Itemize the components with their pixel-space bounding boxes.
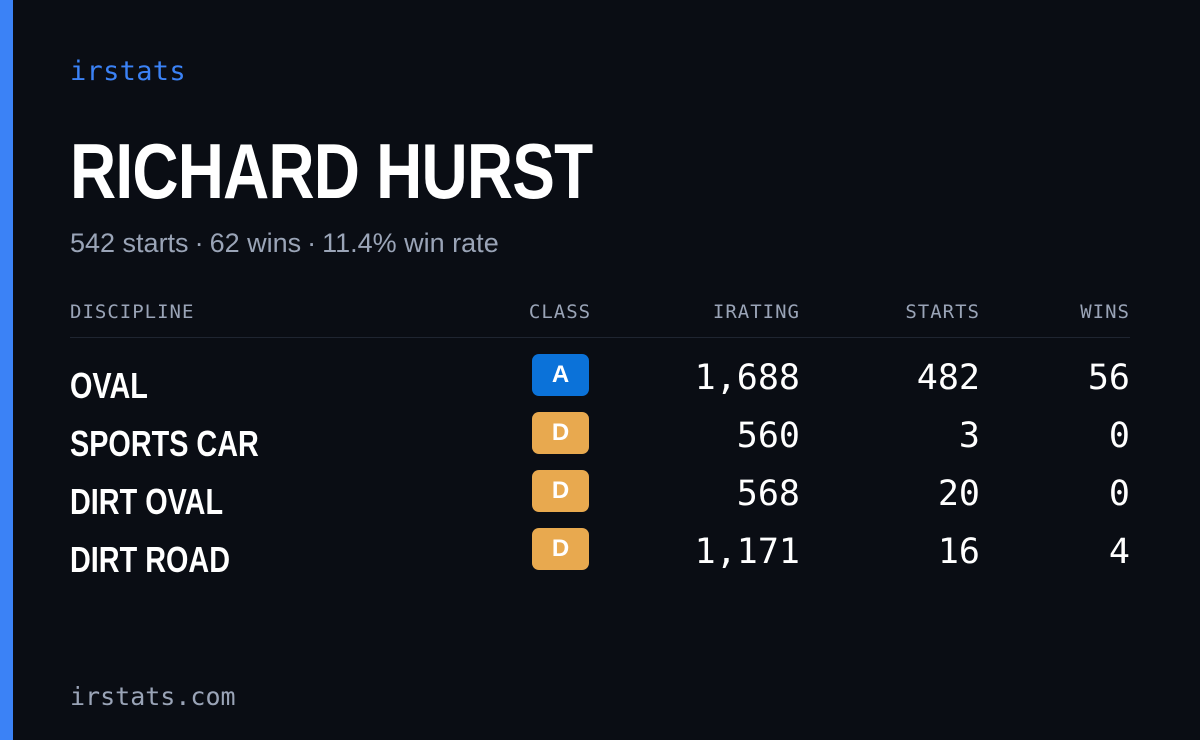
table-body: OVAL A 1,688 482 56 SPORTS CAR D 560 3 0… [70,354,1130,586]
class-badge: D [532,412,589,454]
table-row: OVAL A 1,688 482 56 [70,354,1130,412]
class-badge: A [532,354,589,396]
starts-value: 20 [937,474,980,514]
driver-summary: 542 starts · 62 wins · 11.4% win rate [70,228,499,259]
irating-value: 568 [736,474,800,514]
header-discipline: DISCIPLINE [70,301,195,323]
starts-value: 16 [937,532,980,572]
wins-value: 0 [1108,474,1130,514]
separator-dot: · [194,228,204,258]
discipline-name: DIRT OVAL [70,481,224,522]
irating-value: 560 [736,416,800,456]
header-wins: WINS [1080,301,1130,323]
accent-bar [0,0,13,740]
driver-name: RICHARD HURST [70,127,593,215]
header-irating: IRATING [712,301,800,323]
wins-summary: 62 wins [209,228,302,258]
irating-value: 1,688 [694,358,800,398]
starts-summary: 542 starts [70,228,189,258]
wins-value: 56 [1087,358,1130,398]
discipline-name: SPORTS CAR [70,423,259,464]
header-starts: STARTS [905,301,980,323]
discipline-name: OVAL [70,365,148,406]
table-header: DISCIPLINE CLASS IRATING STARTS WINS [70,298,1130,338]
brand-logo-text: irstats [70,56,186,87]
starts-value: 482 [916,358,980,398]
header-class: CLASS [528,301,592,323]
discipline-name: DIRT ROAD [70,539,230,580]
class-badge: D [532,528,589,570]
table-row: SPORTS CAR D 560 3 0 [70,412,1130,470]
starts-value: 3 [958,416,980,456]
wins-value: 4 [1108,532,1130,572]
separator-dot: · [307,228,317,258]
table-row: DIRT OVAL D 568 20 0 [70,470,1130,528]
class-badge: D [532,470,589,512]
win-rate-summary: 11.4% win rate [322,228,499,258]
footer-url: irstats.com [70,682,236,711]
discipline-table: DISCIPLINE CLASS IRATING STARTS WINS OVA… [70,298,1130,586]
wins-value: 0 [1108,416,1130,456]
irating-value: 1,171 [694,532,800,572]
table-row: DIRT ROAD D 1,171 16 4 [70,528,1130,586]
